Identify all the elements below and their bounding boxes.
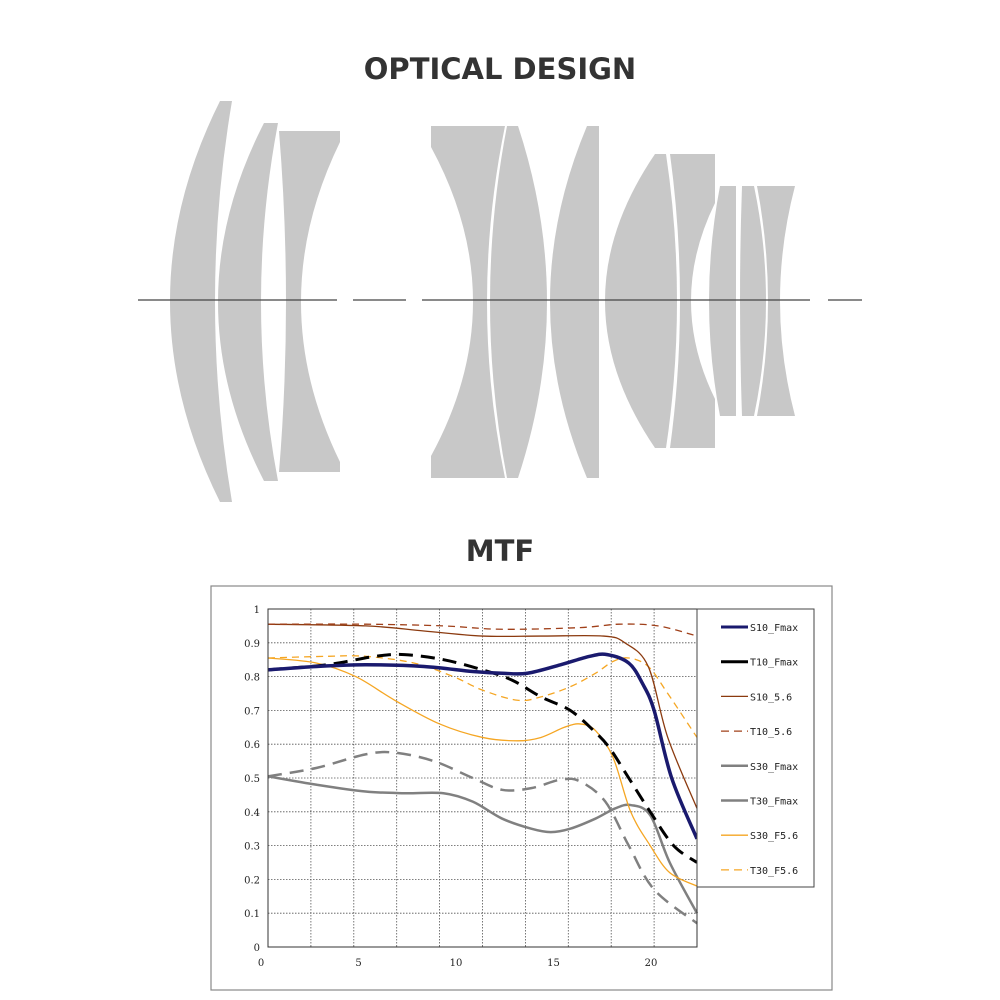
- legend-label: S10_5.6: [750, 692, 792, 703]
- series-line-T10_Fmax: [267, 652, 698, 864]
- y-tick-label: 0.4: [244, 808, 260, 819]
- lens-element-6: [550, 126, 599, 478]
- lens-element-3: [279, 131, 340, 472]
- lens-element-8: [670, 154, 715, 448]
- series-line-S30_F5.6: [267, 657, 698, 887]
- optical-design-diagram: [170, 101, 795, 502]
- y-tick-label: 0: [254, 943, 260, 954]
- y-tick-label: 1: [254, 605, 260, 616]
- y-tick-label: 0.7: [244, 706, 260, 717]
- series-line-T30_Fmax: [267, 750, 698, 925]
- optical-design-title: OPTICAL DESIGN: [363, 52, 637, 86]
- x-tick-label: 10: [450, 958, 463, 969]
- lens-element-10: [740, 186, 766, 416]
- lens-element-4: [431, 126, 505, 478]
- legend-label: T30_Fmax: [750, 797, 798, 808]
- lens-element-2: [218, 123, 278, 481]
- series-line-S10_Fmax: [267, 652, 699, 840]
- y-tick-label: 0.9: [244, 639, 260, 650]
- lens-element-5: [490, 126, 547, 478]
- lens-element-11: [757, 186, 795, 416]
- chart-legend: S10_Fmax T10_Fmax S10_5.6 T10_5.6 S30_Fmax T3…: [721, 623, 798, 877]
- legend-label: S30_F5.6: [750, 831, 798, 842]
- legend-label: T10_5.6: [750, 727, 792, 738]
- y-tick-label: 0.5: [244, 774, 260, 785]
- x-tick-label: 15: [547, 958, 560, 969]
- y-tick-label: 0.6: [244, 740, 260, 751]
- legend-label: T10_Fmax: [750, 658, 798, 669]
- legend-label: S30_Fmax: [750, 762, 798, 773]
- y-tick-label: 0.2: [244, 875, 260, 886]
- x-tick-label: 20: [645, 958, 658, 969]
- x-tick-label: 5: [355, 958, 361, 969]
- lens-element-7: [605, 154, 677, 448]
- legend-label: S10_Fmax: [750, 623, 798, 634]
- series-line-S30_Fmax: [267, 775, 699, 914]
- series-line-T10_5.6: [267, 623, 698, 637]
- chart-grid: [268, 609, 697, 947]
- x-tick-label: 0: [258, 958, 264, 969]
- legend-box: [696, 608, 815, 888]
- y-tick-label: 0.3: [244, 842, 260, 853]
- mtf-title: MTF: [465, 534, 535, 568]
- y-tick-label: 0.1: [244, 909, 260, 920]
- legend-label: T30_F5.6: [750, 866, 798, 877]
- lens-element-9: [709, 186, 736, 416]
- chart-series: [267, 623, 699, 925]
- chart-ticks: 00.10.20.30.40.50.60.70.80.910 5 10 15 20: [244, 605, 657, 969]
- y-tick-label: 0.8: [244, 673, 260, 684]
- series-line-S10_5.6: [267, 623, 698, 809]
- lens-element-1: [170, 101, 232, 502]
- series-line-T30_F5.6: [267, 655, 698, 738]
